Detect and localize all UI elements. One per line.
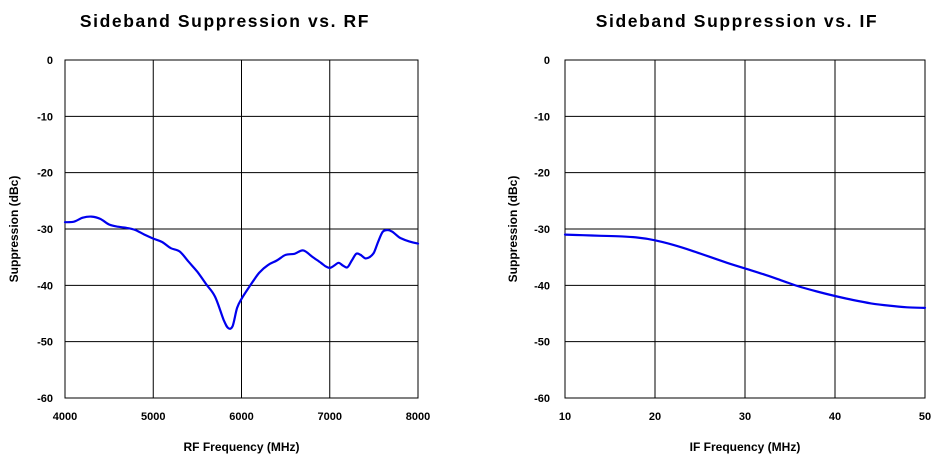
chart-1-x-axis-label: RF Frequency (MHz): [183, 440, 299, 454]
chart-2-xtick-label: 10: [559, 411, 571, 423]
chart-1-ytick-label: -50: [37, 337, 53, 349]
chart-2-ytick-label: -20: [534, 168, 550, 180]
chart-2-xtick-label: 50: [919, 411, 931, 423]
chart-1-ytick-label: -60: [37, 393, 53, 405]
chart-1-ytick-label: -30: [37, 224, 53, 236]
chart-1-xtick-label: 7000: [318, 411, 342, 423]
chart-2-x-axis-label: IF Frequency (MHz): [690, 440, 801, 454]
chart-2-title: Sideband Suppression vs. IF: [596, 11, 878, 31]
chart-1-xtick-label: 4000: [53, 411, 77, 423]
chart-1-ytick-label: -40: [37, 280, 53, 292]
chart-1-ytick-label: -20: [37, 168, 53, 180]
chart-1-y-axis-label: Suppression (dBc): [7, 176, 21, 283]
chart-1-title: Sideband Suppression vs. RF: [80, 11, 370, 31]
chart-1-ytick-label: 0: [47, 55, 53, 67]
chart-1-xtick-label: 6000: [229, 411, 253, 423]
chart-2-xtick-label: 20: [649, 411, 661, 423]
chart-2-xtick-label: 30: [739, 411, 751, 423]
chart-2-xtick-label: 40: [829, 411, 841, 423]
chart-2-ytick-label: 0: [544, 55, 550, 67]
chart-2-ytick-label: -30: [534, 224, 550, 236]
chart-1-xtick-label: 8000: [406, 411, 430, 423]
chart-2-ytick-label: -40: [534, 280, 550, 292]
chart-2-ytick-label: -50: [534, 337, 550, 349]
chart-2-series-1-line: [563, 233, 927, 309]
chart-2-ytick-label: -10: [534, 111, 550, 123]
chart-1-ytick-label: -10: [37, 111, 53, 123]
chart-2-y-axis-label: Suppression (dBc): [506, 176, 520, 283]
chart-1-series-1-line: [63, 215, 420, 330]
chart-2-ytick-label: -60: [534, 393, 550, 405]
chart-1-xtick-label: 5000: [141, 411, 165, 423]
